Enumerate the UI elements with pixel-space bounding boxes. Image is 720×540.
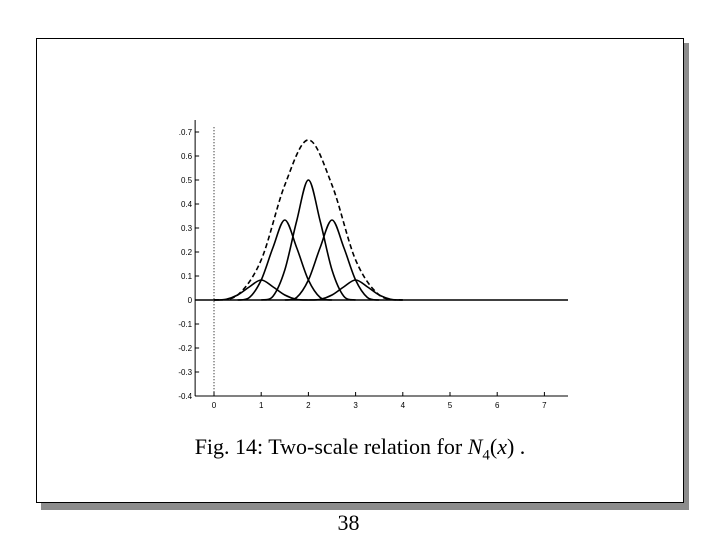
x-tick-label: 0 — [212, 401, 217, 410]
caption-argument: x — [497, 434, 507, 459]
y-tick-label: -0.1 — [178, 320, 192, 329]
x-tick-label: 4 — [401, 401, 406, 410]
series-line-2 — [237, 219, 333, 301]
caption-paren-open: ( — [489, 434, 498, 459]
y-axis: .0.7 0.6 0.5 0.4 0.3 0.2 0.1 0 -0.1 -0.2 -0.3 -0.4 — [178, 120, 200, 401]
y-tick-label: 0 — [188, 296, 193, 305]
caption-suffix: . — [514, 434, 526, 459]
x-tick-label: 7 — [542, 401, 547, 410]
x-tick-label: 3 — [353, 401, 358, 410]
x-tick-label: 5 — [448, 401, 453, 410]
x-axis: 0 1 2 3 4 5 6 7 — [195, 392, 568, 410]
slide-frame: .0.7 0.6 0.5 0.4 0.3 0.2 0.1 0 -0.1 -0.2 -0.3 -0.4 … — [36, 38, 684, 503]
caption-prefix: Fig. 14: Two-scale relation for — [194, 434, 468, 459]
caption-subscript: 4 — [482, 447, 490, 464]
y-tick-label: .0.7 — [179, 128, 193, 137]
y-tick-label: 0.2 — [181, 248, 193, 257]
series-line-1 — [213, 279, 309, 301]
y-tick-label: 0.5 — [181, 176, 193, 185]
y-tick-label: 0.3 — [181, 224, 193, 233]
series-line-5 — [308, 279, 403, 301]
series-line-dashed — [213, 139, 403, 301]
caption-function: N — [467, 434, 483, 459]
caption-paren-close: ) — [506, 434, 515, 459]
x-tick-label: 1 — [259, 401, 264, 410]
page-number: 38 — [337, 510, 360, 535]
chart-plot: .0.70.60.50.40.30.20.10-0.1-0.2-0.3-0.4 … — [178, 120, 568, 410]
y-tick-label: -0.2 — [178, 344, 192, 353]
y-tick-label: -0.4 — [178, 392, 192, 401]
y-tick-label: 0.6 — [181, 152, 193, 161]
y-tick-label: -0.3 — [178, 368, 192, 377]
series-line-4 — [284, 219, 380, 301]
y-tick-label: 0.1 — [181, 272, 193, 281]
series-group — [195, 127, 568, 396]
x-tick-label: 2 — [306, 401, 311, 410]
series-line-3 — [260, 179, 356, 301]
figure-caption: Fig. 14: Two-scale relation for N4(x) . — [37, 434, 683, 464]
y-tick-label: 0.4 — [181, 200, 193, 209]
x-tick-label: 6 — [495, 401, 500, 410]
